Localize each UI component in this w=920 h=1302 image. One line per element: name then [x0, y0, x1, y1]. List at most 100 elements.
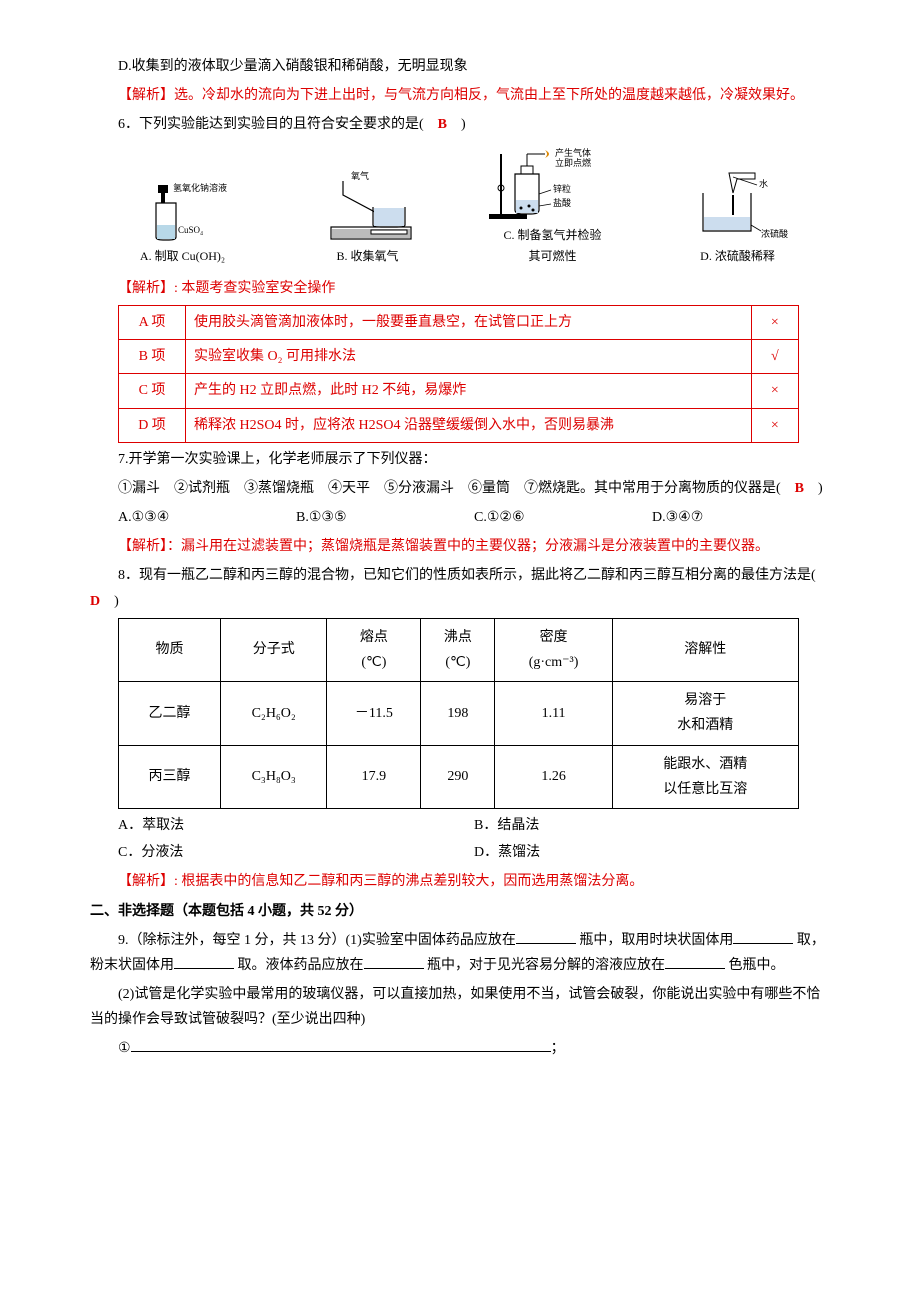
table-row: D 项稀释浓 H2SO4 时，应将浓 H2SO4 沿器壁缓缓倒入水中，否则易暴沸… — [119, 408, 799, 442]
table-row: 乙二醇 C₂H₆O₂ －11.5 198 1.11 易溶于 水和酒精 — [119, 682, 799, 745]
th: 溶解性 — [612, 618, 798, 681]
blank[interactable] — [364, 954, 424, 969]
q6-fig-d-l2: 浓硫酸 — [761, 228, 788, 239]
q6-fig-c-svg: 产生气体 立即点燃 锌粒 盐酸 — [460, 146, 645, 221]
cell-desc: 稀释浓 H2SO4 时，应将浓 H2SO4 沿器壁缓缓倒入水中，否则易暴沸 — [186, 408, 752, 442]
q7-opt-a: A.①③④ — [118, 505, 296, 530]
q6-fig-c-caption1: C. 制备氢气并检验 — [460, 225, 645, 247]
q6-fig-a-svg: 氢氧化钠溶液 CuSO₄ — [90, 167, 275, 242]
table-head: 物质 分子式 熔点 (℃) 沸点 (℃) 密度 (g·cm⁻³) 溶解性 — [119, 618, 799, 681]
q9-part2: (2)试管是化学实验中最常用的玻璃仪器，可以直接加热，如果使用不当，试管会破裂，… — [90, 982, 830, 1032]
q6-fig-a: 氢氧化钠溶液 CuSO₄ A. 制取 Cu(OH)₂ — [90, 167, 275, 268]
td: 丙三醇 — [119, 745, 221, 808]
blank[interactable] — [516, 929, 576, 944]
table-row: B 项实验室收集 O₂ 可用排水法√ — [119, 340, 799, 374]
q7-opt-b: B.①③⑤ — [296, 505, 474, 530]
q8-opts-row2: C．分液法 D．蒸馏法 — [118, 840, 830, 865]
q6-fig-c-l3: 锌粒 — [553, 183, 571, 194]
q9-p3b: ； — [551, 1041, 565, 1056]
q5-option-d: D.收集到的液体取少量滴入硝酸银和稀硝酸，无明显现象 — [90, 54, 830, 79]
q8-analysis: 【解析】: 根据表中的信息知乙二醇和丙三醇的沸点差别较大，因而选用蒸馏法分离。 — [90, 869, 830, 894]
q6-fig-d: 水 浓硫酸 D. 浓硫酸稀释 — [645, 167, 830, 268]
td: 17.9 — [327, 745, 421, 808]
th: 物质 — [119, 618, 221, 681]
q8-stem-text: 8．现有一瓶乙二醇和丙三醇的混合物，已知它们的性质如表所示，据此将乙二醇和丙三醇… — [118, 568, 830, 583]
td: C₂H₆O₂ — [221, 682, 327, 745]
q6-fig-a-label2: CuSO₄ — [178, 225, 203, 235]
blank-long[interactable] — [131, 1037, 551, 1052]
q6-fig-b-caption: B. 收集氧气 — [275, 246, 460, 268]
q6-fig-d-svg: 水 浓硫酸 — [645, 167, 830, 242]
q9-p3a: ① — [118, 1041, 131, 1056]
q6-fig-c-l1: 产生气体 — [555, 147, 591, 158]
q9-part1: 9.（除标注外，每空 1 分，共 13 分）(1)实验室中固体药品应放在 瓶中，… — [90, 928, 830, 978]
blank[interactable] — [174, 954, 234, 969]
q8-stem-end: ) — [100, 594, 119, 609]
q6-fig-b-label: 氧气 — [351, 170, 369, 181]
cell-desc: 使用胶头滴管滴加液体时，一般要垂直悬空，在试管口正上方 — [186, 305, 752, 339]
q6-stem-end: ) — [447, 117, 466, 132]
cell-key: D 项 — [119, 408, 186, 442]
table-row: 丙三醇 C₃H₈O₃ 17.9 290 1.26 能跟水、酒精 以任意比互溶 — [119, 745, 799, 808]
q7-line2: ①漏斗 ②试剂瓶 ③蒸馏烧瓶 ④天平 ⑤分液漏斗 ⑥量筒 ⑦燃烧匙。其中常用于分… — [90, 476, 830, 501]
q6-fig-d-l1: 水 — [759, 178, 768, 189]
q6-stem-text: 6．下列实验能达到实验目的且符合安全要求的是( — [118, 117, 438, 132]
q6-fig-b: 氧气 B. 收集氧气 — [275, 167, 460, 268]
q6-analysis-label: 【解析】: 本题考查实验室安全操作 — [90, 276, 830, 301]
td: 1.26 — [495, 745, 612, 808]
q6-analysis-table: A 项使用胶头滴管滴加液体时，一般要垂直悬空，在试管口正上方× B 项实验室收集… — [118, 305, 799, 443]
q6-fig-a-caption: A. 制取 Cu(OH)₂ — [90, 246, 275, 268]
cell-result: × — [751, 408, 798, 442]
table-row: A 项使用胶头滴管滴加液体时，一般要垂直悬空，在试管口正上方× — [119, 305, 799, 339]
th: 熔点 (℃) — [327, 618, 421, 681]
q5-analysis: 【解析】选。冷却水的流向为下进上出时，与气流方向相反，气流由上至下所处的温度越来… — [90, 83, 830, 108]
td: C₃H₈O₃ — [221, 745, 327, 808]
q9-p1a: 9.（除标注外，每空 1 分，共 13 分）(1)实验室中固体药品应放在 — [118, 933, 516, 948]
q8-opts-row1: A．萃取法 B．结晶法 — [118, 813, 830, 838]
q6-figures-row: 氢氧化钠溶液 CuSO₄ A. 制取 Cu(OH)₂ 氧气 B. 收集氧气 — [90, 146, 830, 268]
cell-key: A 项 — [119, 305, 186, 339]
section2-header: 二、非选择题（本题包括 4 小题，共 52 分） — [90, 899, 830, 924]
q7-analysis: 【解析】：漏斗用在过滤装置中；蒸馏烧瓶是蒸馏装置中的主要仪器；分液漏斗是分液装置… — [90, 534, 830, 559]
td: 198 — [421, 682, 495, 745]
cell-desc: 产生的 H2 立即点燃，此时 H2 不纯，易爆炸 — [186, 374, 752, 408]
td: －11.5 — [327, 682, 421, 745]
q6-fig-c-l4: 盐酸 — [553, 197, 571, 208]
q6-fig-c-l2: 立即点燃 — [555, 157, 591, 168]
q7-options: A.①③④ B.①③⑤ C.①②⑥ D.③④⑦ — [118, 505, 830, 530]
th: 密度 (g·cm⁻³) — [495, 618, 612, 681]
td: 易溶于 水和酒精 — [612, 682, 798, 745]
q8-opt-b: B．结晶法 — [474, 813, 830, 838]
cell-result: × — [751, 374, 798, 408]
q8-stem: 8．现有一瓶乙二醇和丙三醇的混合物，已知它们的性质如表所示，据此将乙二醇和丙三醇… — [90, 563, 830, 613]
td: 290 — [421, 745, 495, 808]
q8-opt-a: A．萃取法 — [118, 813, 474, 838]
q6-fig-b-svg: 氧气 — [275, 167, 460, 242]
q6-fig-c-caption2: 其可燃性 — [460, 246, 645, 268]
cell-result: √ — [751, 340, 798, 374]
blank[interactable] — [665, 954, 725, 969]
q6-stem: 6．下列实验能达到实验目的且符合安全要求的是( B ) — [90, 112, 830, 137]
q9-p1b: 瓶中，取用时块状固体用 — [579, 933, 733, 948]
q8-table: 物质 分子式 熔点 (℃) 沸点 (℃) 密度 (g·cm⁻³) 溶解性 乙二醇… — [118, 618, 799, 809]
td: 乙二醇 — [119, 682, 221, 745]
blank[interactable] — [733, 929, 793, 944]
q7-line2-end: ) — [804, 481, 823, 496]
q9-p1d: 取。液体药品应放在 — [238, 958, 364, 973]
th: 沸点 (℃) — [421, 618, 495, 681]
q7-opt-c: C.①②⑥ — [474, 505, 652, 530]
q9-p1f: 色瓶中。 — [729, 958, 785, 973]
q7-opt-d: D.③④⑦ — [652, 505, 830, 530]
q8-answer: D — [90, 594, 100, 609]
q6-fig-c: 产生气体 立即点燃 锌粒 盐酸 C. 制备氢气并检验 其可燃性 — [460, 146, 645, 268]
td: 能跟水、酒精 以任意比互溶 — [612, 745, 798, 808]
q7-line2-text: ①漏斗 ②试剂瓶 ③蒸馏烧瓶 ④天平 ⑤分液漏斗 ⑥量筒 ⑦燃烧匙。其中常用于分… — [118, 481, 795, 496]
q7-line1: 7.开学第一次实验课上，化学老师展示了下列仪器： — [90, 447, 830, 472]
td: 1.11 — [495, 682, 612, 745]
cell-result: × — [751, 305, 798, 339]
q6-fig-d-caption: D. 浓硫酸稀释 — [645, 246, 830, 268]
cell-key: B 项 — [119, 340, 186, 374]
q6-answer: B — [438, 117, 447, 132]
q7-answer: B — [795, 481, 804, 496]
cell-desc: 实验室收集 O₂ 可用排水法 — [186, 340, 752, 374]
